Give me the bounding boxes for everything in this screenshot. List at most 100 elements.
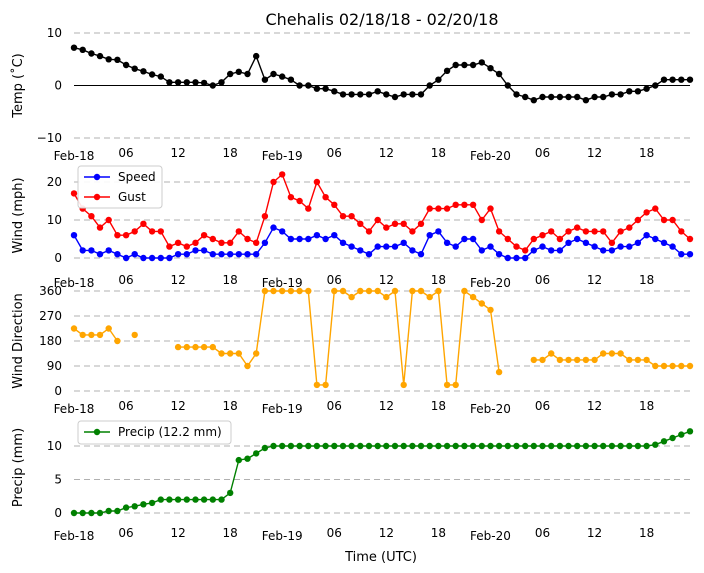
wind-legend-marker bbox=[93, 193, 101, 201]
wind-data-point bbox=[469, 235, 477, 243]
dir-data-point bbox=[114, 337, 121, 345]
wind-x-tick-label: Feb-19 bbox=[262, 276, 303, 290]
precip-data-point bbox=[383, 442, 390, 450]
wind-data-point bbox=[131, 251, 138, 258]
precip-data-point bbox=[261, 444, 269, 452]
dir-data-point bbox=[348, 293, 355, 301]
precip-data-point bbox=[244, 455, 251, 462]
precip-data-point bbox=[574, 442, 581, 450]
wind-data-point bbox=[313, 178, 321, 186]
precip-data-point bbox=[487, 442, 494, 450]
temp-data-point bbox=[148, 71, 156, 78]
wind-data-point bbox=[365, 251, 373, 258]
temp-x-tick-label: 18 bbox=[223, 146, 238, 160]
precip-data-point bbox=[183, 496, 190, 503]
temp-data-point bbox=[122, 61, 130, 69]
dir-data-point bbox=[357, 287, 364, 295]
precip-data-point bbox=[270, 442, 277, 450]
precip-data-point bbox=[608, 442, 616, 450]
wind-data-point bbox=[296, 235, 303, 243]
precip-data-point bbox=[548, 442, 555, 450]
temp-data-point bbox=[469, 61, 477, 69]
wind-x-tick-label: Feb-20 bbox=[470, 276, 511, 290]
precip-x-tick-label: 12 bbox=[379, 526, 394, 540]
dir-data-point bbox=[174, 343, 182, 351]
wind-data-point bbox=[331, 201, 338, 208]
wind-data-point bbox=[513, 243, 520, 250]
temp-data-point bbox=[192, 79, 199, 86]
dir-y-tick-label: 270 bbox=[39, 309, 62, 323]
wind-x-tick-label: 18 bbox=[431, 273, 446, 287]
precip-data-point bbox=[374, 442, 381, 450]
wind-data-point bbox=[96, 251, 104, 258]
precip-data-point bbox=[478, 442, 485, 450]
temp-data-point bbox=[565, 93, 572, 101]
temp-data-point bbox=[652, 82, 659, 89]
temp-data-point bbox=[409, 91, 416, 98]
dir-x-tick-label: 12 bbox=[587, 399, 602, 413]
wind-data-point bbox=[461, 201, 468, 208]
dir-data-point bbox=[556, 356, 564, 364]
wind-data-point bbox=[244, 251, 251, 258]
precip-data-point bbox=[435, 442, 442, 450]
wind-data-point bbox=[322, 235, 329, 243]
temp-data-point bbox=[114, 56, 121, 63]
dir-data-point bbox=[296, 287, 303, 295]
precip-data-point bbox=[678, 431, 685, 438]
wind-legend-label: Gust bbox=[118, 190, 146, 204]
temp-data-point bbox=[513, 91, 520, 98]
dir-data-point bbox=[339, 287, 347, 295]
precip-data-point bbox=[452, 442, 459, 450]
precip-x-tick-label: 18 bbox=[639, 526, 654, 540]
wind-data-point bbox=[522, 247, 529, 254]
precip-data-point bbox=[70, 509, 78, 517]
temp-data-point bbox=[582, 97, 590, 104]
precip-data-point bbox=[166, 496, 173, 503]
wind-data-point bbox=[192, 239, 199, 246]
wind-data-point bbox=[391, 243, 399, 250]
temp-y-tick-label: 10 bbox=[47, 26, 62, 40]
precip-data-point bbox=[279, 442, 286, 450]
wind-data-point bbox=[565, 239, 572, 246]
wind-data-point bbox=[686, 235, 694, 243]
dir-x-tick-label: 12 bbox=[379, 399, 394, 413]
temp-x-tick-label: 18 bbox=[431, 146, 446, 160]
wind-data-point bbox=[678, 251, 685, 258]
dir-data-point bbox=[88, 331, 95, 339]
temp-data-point bbox=[443, 67, 451, 75]
wind-data-point bbox=[365, 228, 373, 235]
precip-data-point bbox=[305, 442, 312, 450]
dir-data-point bbox=[261, 287, 269, 295]
wind-data-point bbox=[652, 205, 659, 212]
dir-data-point bbox=[383, 293, 390, 301]
precip-data-point bbox=[617, 442, 624, 450]
dir-data-point bbox=[435, 287, 442, 295]
precip-data-point bbox=[96, 509, 104, 517]
wind-data-point bbox=[70, 190, 78, 197]
wind-data-point bbox=[600, 247, 607, 254]
precip-x-tick-label: 06 bbox=[118, 526, 133, 540]
wind-data-point bbox=[426, 205, 433, 212]
wind-data-point bbox=[348, 213, 355, 220]
wind-data-point bbox=[522, 254, 529, 262]
wind-data-point bbox=[374, 243, 381, 250]
wind-data-point bbox=[200, 247, 208, 254]
dir-x-tick-label: 18 bbox=[639, 399, 654, 413]
wind-x-tick-label: 18 bbox=[639, 273, 654, 287]
wind-panel: 0 10 20 Wind (mph) Feb-18 06 12 18 Feb-19 06 12 18 F… bbox=[11, 165, 694, 290]
wind-data-point bbox=[574, 224, 581, 231]
precip-data-point bbox=[634, 442, 642, 450]
dir-data-point bbox=[200, 343, 208, 351]
wind-data-point bbox=[478, 216, 485, 224]
wind-data-point bbox=[548, 247, 555, 254]
temp-data-point bbox=[504, 82, 511, 89]
wind-data-point bbox=[495, 251, 503, 258]
dir-data-point bbox=[192, 343, 199, 351]
dir-data-point bbox=[461, 287, 468, 295]
dir-data-point bbox=[574, 356, 581, 364]
wind-data-point bbox=[357, 247, 364, 254]
wind-data-point bbox=[643, 232, 650, 239]
temp-x-tick-label: Feb-19 bbox=[262, 149, 303, 163]
wind-data-point bbox=[539, 232, 546, 239]
precip-data-point bbox=[157, 496, 164, 503]
